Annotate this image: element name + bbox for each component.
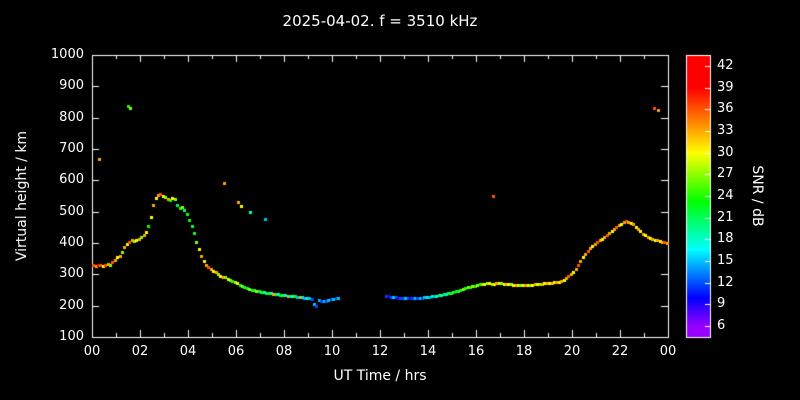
y-tick-label: 100	[59, 329, 84, 344]
x-tick-label: 22	[611, 344, 629, 359]
y-tick-label: 900	[59, 78, 84, 94]
y-tick-label: 800	[59, 109, 84, 125]
x-axis-label: UT Time / hrs	[333, 368, 427, 384]
colorbar-tick-label: 12	[717, 274, 734, 290]
colorbar-tick-label: 15	[717, 253, 734, 269]
colorbar-tick-label: 42	[717, 57, 734, 73]
x-tick-label: 16	[467, 344, 485, 359]
x-tick-label: 14	[419, 344, 437, 359]
x-tick-label: 02	[131, 344, 149, 359]
colorbar-tick-label: 24	[717, 188, 734, 203]
colorbar-tick-label: 36	[717, 101, 734, 117]
x-tick-label: 00	[83, 344, 101, 359]
x-tick-label: 00	[659, 344, 677, 359]
y-tick-label: 300	[59, 266, 84, 282]
x-tick-label: 10	[323, 344, 341, 359]
colorbar-tick-label: 6	[717, 318, 726, 334]
colorbar-tick-label: 9	[717, 296, 726, 312]
colorbar-tick-label: 39	[717, 79, 734, 95]
y-tick-label: 200	[59, 297, 84, 313]
colorbar-tick-label: 18	[717, 231, 734, 247]
x-tick-label: 08	[275, 344, 293, 359]
colorbar-tick-label: 21	[717, 209, 734, 225]
colorbar-label: SNR / dB	[749, 165, 765, 227]
x-tick-label: 04	[179, 344, 197, 359]
y-tick-label: 500	[59, 203, 84, 219]
x-tick-label: 12	[371, 344, 389, 359]
y-tick-label: 700	[59, 141, 84, 156]
y-tick-label: 1000	[50, 47, 84, 62]
x-tick-label: 18	[515, 344, 533, 359]
chart-title: 2025-04-02. f = 3510 kHz	[282, 12, 478, 30]
x-tick-label: 06	[227, 344, 245, 359]
colorbar-tick-label: 27	[717, 166, 734, 182]
y-tick-label: 400	[59, 235, 84, 250]
y-axis-label: Virtual height / km	[14, 130, 30, 262]
x-tick-label: 20	[563, 344, 581, 359]
y-tick-label: 600	[59, 172, 84, 188]
colorbar-tick-label: 33	[717, 122, 734, 138]
colorbar-tick-label: 30	[717, 144, 734, 160]
